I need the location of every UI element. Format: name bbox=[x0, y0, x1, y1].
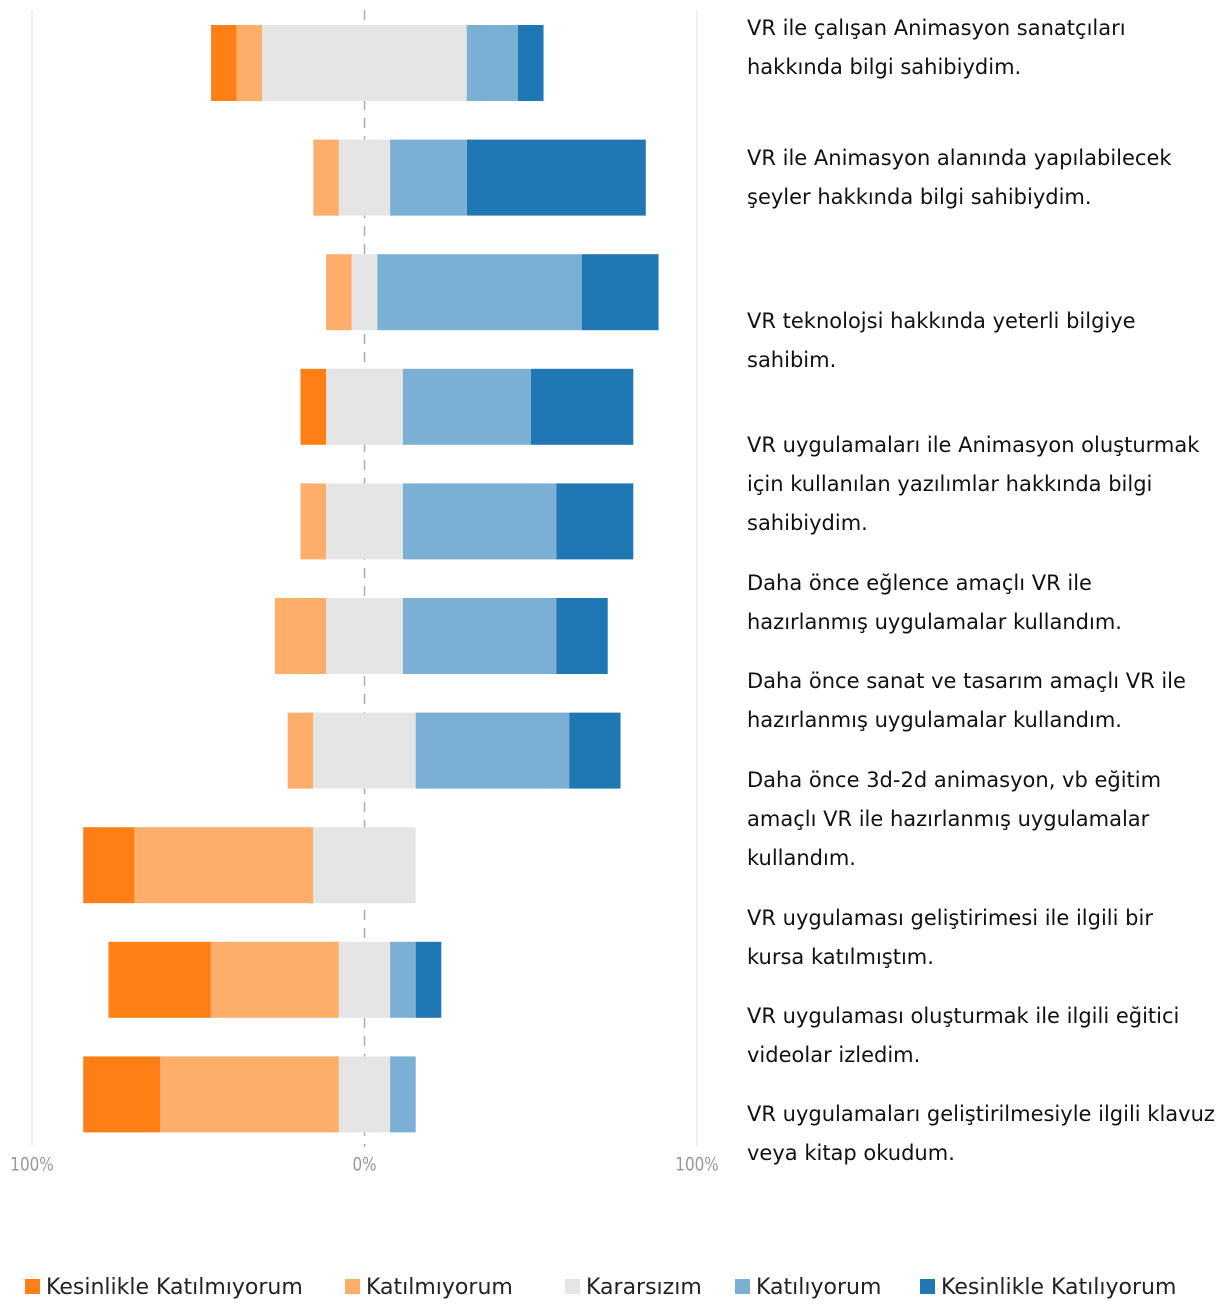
legend-label: Kesinlikle Katılıyorum bbox=[941, 1275, 1176, 1300]
bar-segment bbox=[274, 598, 327, 674]
category-label: Daha önce sanat ve tasarım amaçlı VR ile… bbox=[747, 668, 1186, 732]
bar-segment bbox=[326, 368, 403, 445]
legend-swatch bbox=[25, 1279, 40, 1294]
bar-segment bbox=[313, 827, 416, 904]
category-label: VR uygulamaları ile Animasyon oluşturmak… bbox=[747, 432, 1200, 535]
category-label: VR teknolojsi hakkında yeterli bilgiye s… bbox=[747, 308, 1136, 372]
category-label: Daha önce 3d-2d animasyon, vb eğitim ama… bbox=[747, 767, 1162, 870]
bar-segment bbox=[390, 941, 416, 1018]
category-label: VR ile Animasyon alanında yapılabilecek … bbox=[747, 145, 1172, 209]
legend-label: Katılıyorum bbox=[756, 1275, 881, 1300]
bar-segment bbox=[402, 483, 557, 560]
bar-segment bbox=[313, 712, 416, 789]
bar-segment bbox=[569, 712, 621, 789]
bar-segment bbox=[300, 368, 327, 445]
bar-segment bbox=[211, 25, 237, 101]
category-label: VR uygulaması oluşturmak ile ilgili eğit… bbox=[747, 1003, 1180, 1067]
legend-swatch bbox=[920, 1279, 935, 1294]
bar-segment bbox=[530, 368, 634, 445]
category-label: VR ile çalışan Animasyon sanatçıları hak… bbox=[747, 15, 1126, 79]
bar-segment bbox=[466, 139, 646, 216]
bar-segment bbox=[402, 368, 531, 445]
legend-label: Katılmıyorum bbox=[366, 1275, 513, 1300]
bar-segment bbox=[338, 1056, 391, 1133]
bar-segment bbox=[338, 139, 391, 216]
bar-segment bbox=[326, 598, 403, 674]
bar-segment bbox=[262, 25, 467, 101]
bar-segment bbox=[300, 483, 327, 560]
bar-segment bbox=[415, 941, 442, 1018]
bar-segment bbox=[134, 827, 314, 904]
legend-label: Kararsızım bbox=[586, 1275, 702, 1300]
bar-segment bbox=[326, 483, 403, 560]
bar-segment bbox=[415, 712, 570, 789]
bar-segment bbox=[160, 1056, 339, 1133]
bar-segment bbox=[556, 598, 608, 674]
x-tick-label: 100% bbox=[675, 1154, 718, 1176]
bar-segment bbox=[517, 25, 544, 101]
bar-segment bbox=[390, 1056, 416, 1133]
legend-label: Kesinlikle Katılmıyorum bbox=[46, 1275, 303, 1300]
category-label: VR uygulamaları geliştirilmesiyle ilgili… bbox=[747, 1101, 1215, 1165]
bar-segment bbox=[556, 483, 634, 560]
category-label: Daha önce eğlence amaçlı VR ile hazırlan… bbox=[747, 570, 1122, 634]
legend-swatch bbox=[565, 1279, 580, 1294]
legend-swatch bbox=[735, 1279, 750, 1294]
bar-segment bbox=[210, 941, 339, 1018]
bar-segment bbox=[377, 254, 582, 331]
bar-segment bbox=[351, 254, 378, 331]
bar-segment bbox=[236, 25, 263, 101]
bar-segment bbox=[338, 941, 391, 1018]
x-tick-label: 0% bbox=[352, 1154, 376, 1176]
bar-segment bbox=[83, 1056, 161, 1133]
x-tick-label: 100% bbox=[10, 1154, 53, 1176]
bar-segment bbox=[83, 827, 135, 904]
bar-segment bbox=[466, 25, 518, 101]
bar-segment bbox=[108, 941, 211, 1018]
bar-segment bbox=[390, 139, 467, 216]
bar-segment bbox=[326, 254, 352, 331]
bar-segment bbox=[402, 598, 557, 674]
legend-swatch bbox=[345, 1279, 360, 1294]
bar-segment bbox=[581, 254, 659, 331]
bar-segment bbox=[287, 712, 314, 789]
category-label: VR uygulaması geliştirimesi ile ilgili b… bbox=[747, 905, 1153, 969]
bar-segment bbox=[313, 139, 339, 216]
